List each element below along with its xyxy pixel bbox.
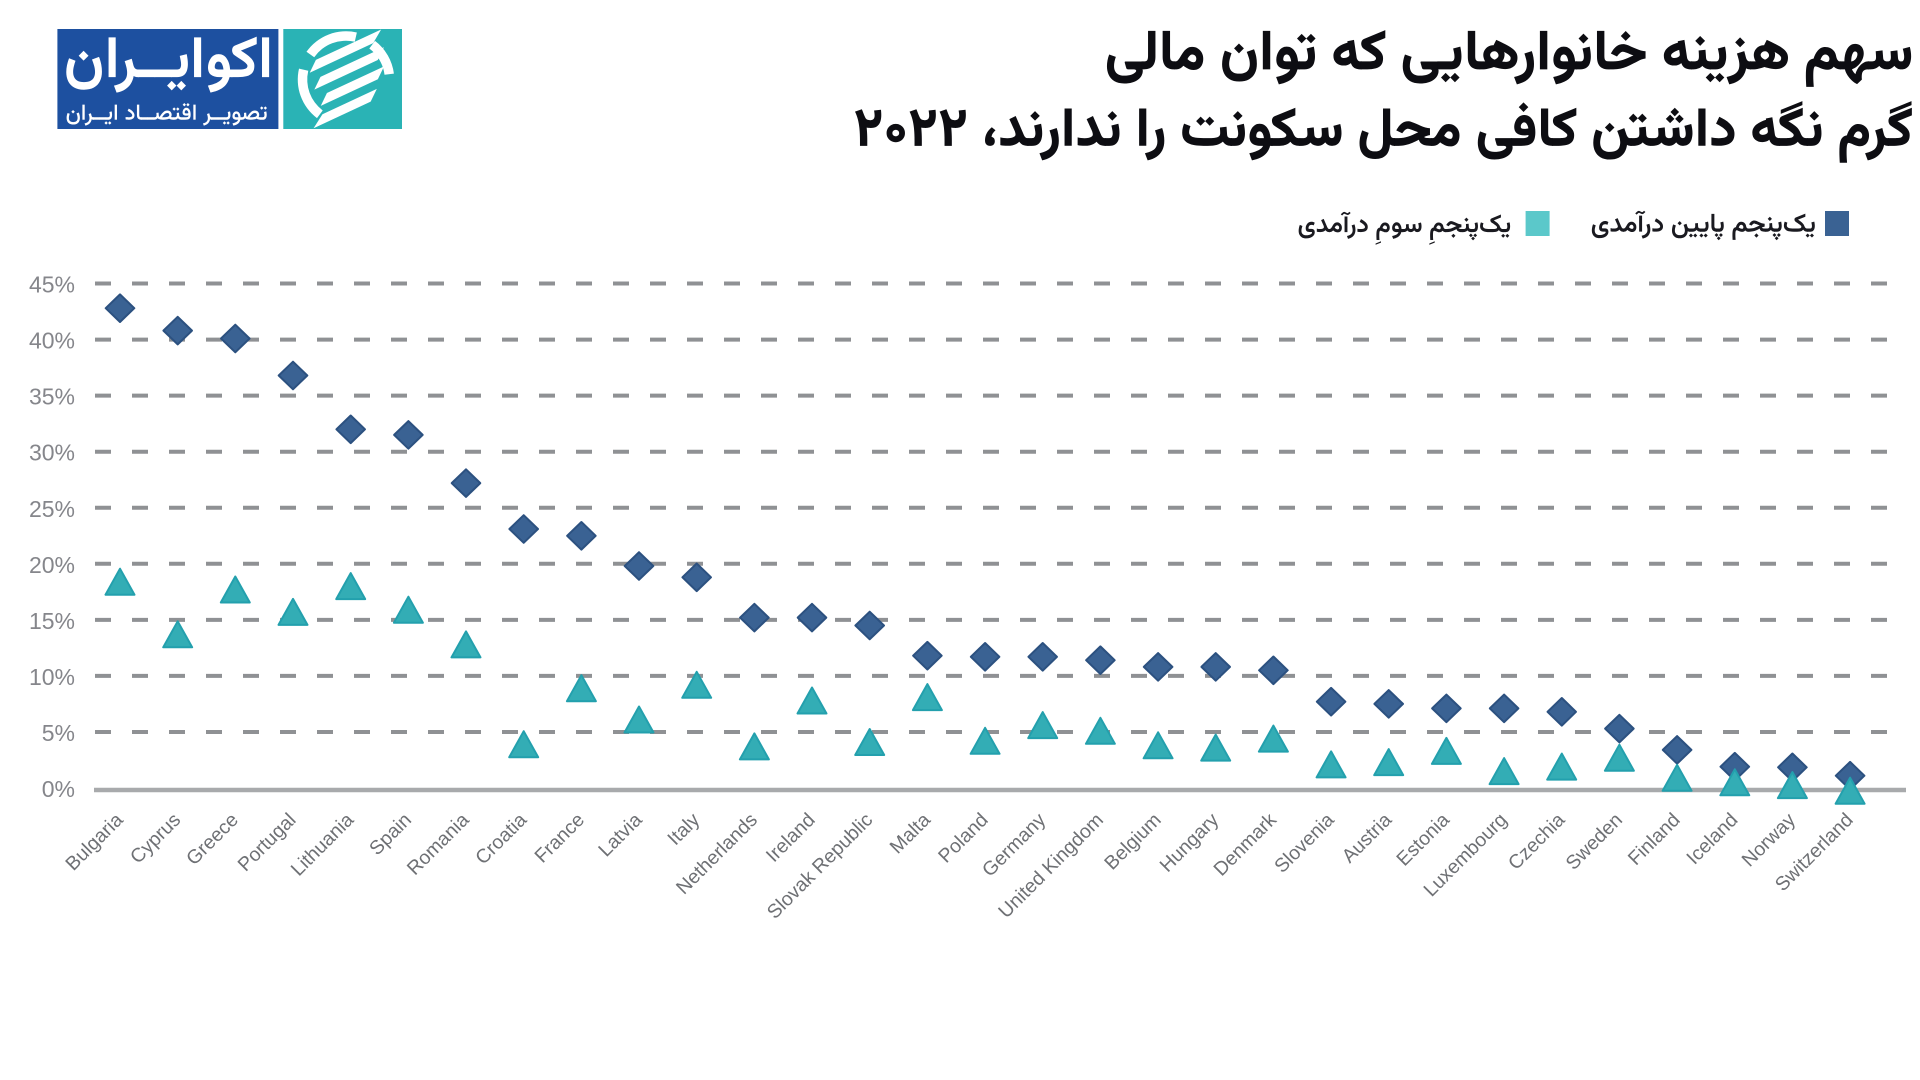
svg-text:30%: 30% bbox=[29, 440, 75, 466]
svg-text:10%: 10% bbox=[29, 664, 75, 690]
svg-text:15%: 15% bbox=[29, 608, 75, 634]
svg-text:20%: 20% bbox=[29, 552, 75, 578]
svg-text:25%: 25% bbox=[29, 496, 75, 522]
svg-text:45%: 45% bbox=[29, 272, 75, 298]
svg-text:35%: 35% bbox=[29, 384, 75, 410]
svg-text:0%: 0% bbox=[42, 776, 75, 802]
svg-text:5%: 5% bbox=[42, 720, 75, 746]
svg-text:40%: 40% bbox=[29, 328, 75, 354]
